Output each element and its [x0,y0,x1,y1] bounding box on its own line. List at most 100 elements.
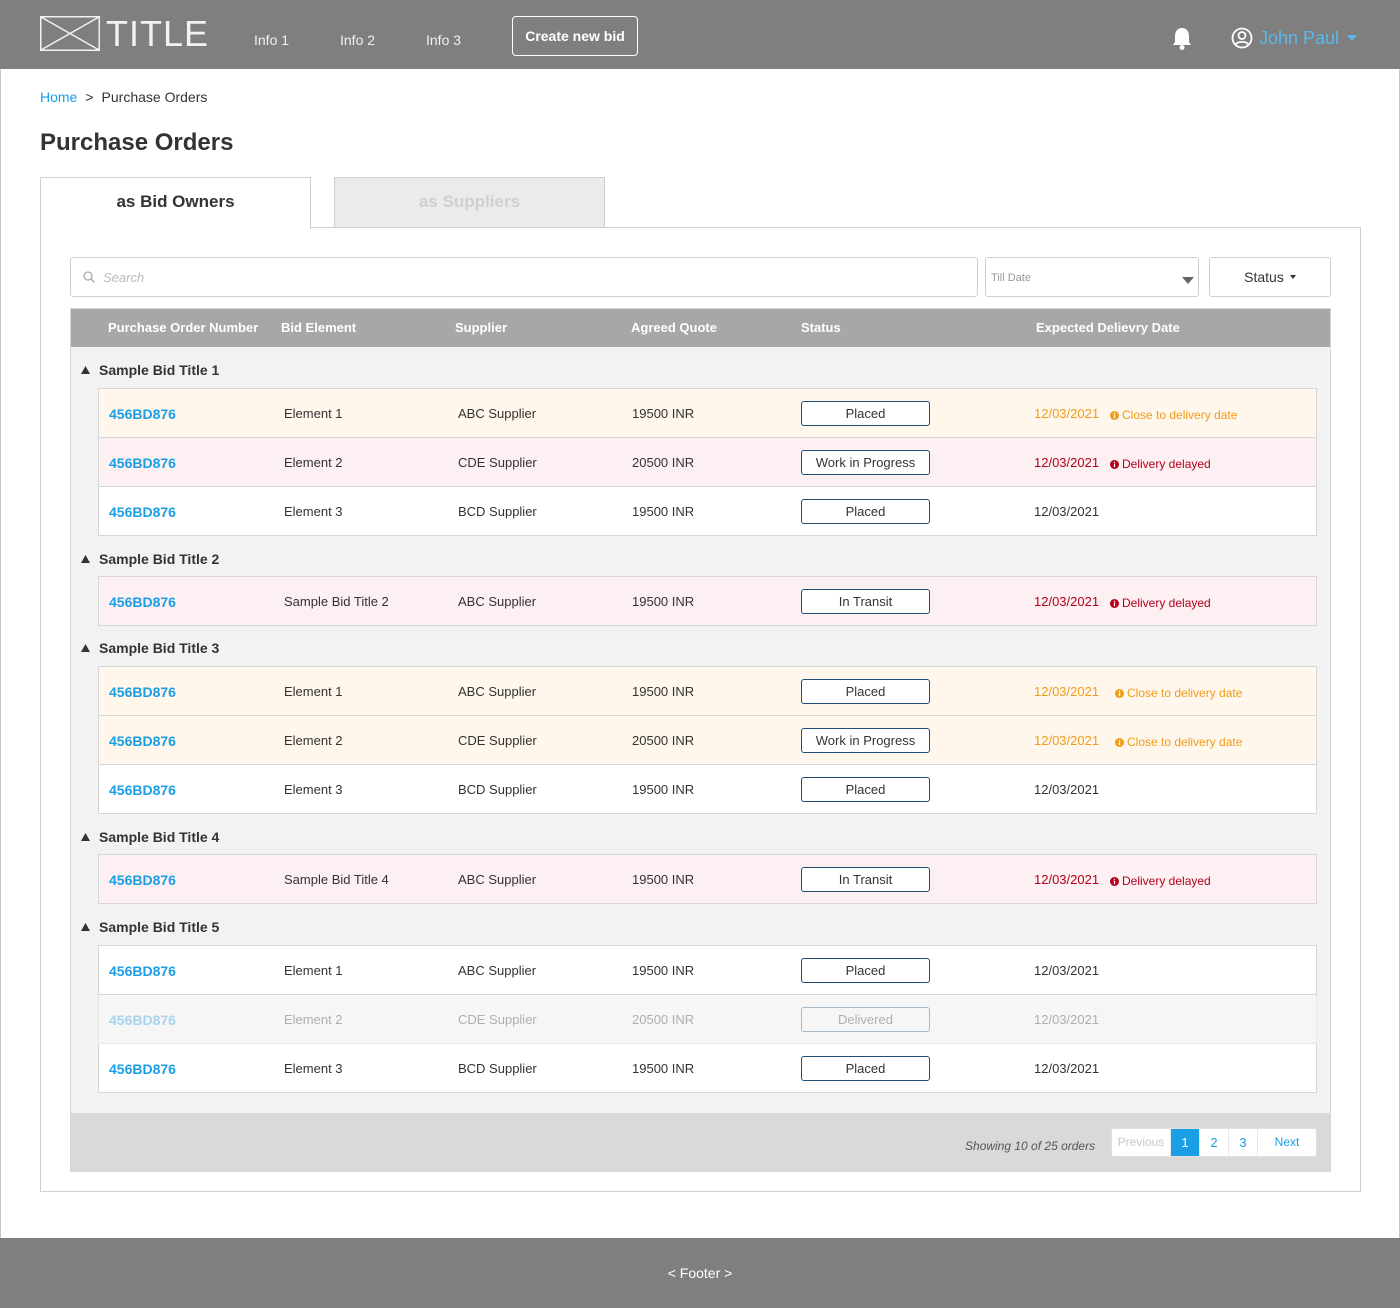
table-row[interactable]: 456BD876 Element 3 BCD Supplier 19500 INR Pl… [98,487,1317,536]
po-number-link[interactable]: 456BD876 [109,733,176,749]
tab-bid-owners[interactable]: as Bid Owners [40,177,311,229]
delivery-date-cell: 12/03/2021 [1034,406,1100,421]
bid-element-cell: Element 3 [284,782,343,797]
agreed-quote-cell: 20500 INR [632,1012,695,1027]
logo-title[interactable]: TITLE [106,13,210,54]
po-number-link[interactable]: 456BD876 [109,684,176,700]
table-row[interactable]: 456BD876 Element 1 ABC Supplier 19500 INR Pl… [98,666,1317,716]
column-header-po-number[interactable]: Purchase Order Number [108,320,259,335]
user-name[interactable]: John Paul [1259,27,1340,48]
nav-info-2[interactable]: Info 2 [340,32,376,48]
pagination-page-3[interactable]: 3 [1229,1129,1258,1156]
supplier-cell: CDE Supplier [458,455,537,470]
table-row[interactable]: 456BD876 Element 1 ABC Supplier 19500 INR Pl… [98,945,1317,995]
nav-info-1[interactable]: Info 1 [254,32,290,48]
bid-element-cell: Element 3 [284,504,343,519]
status-badge: Placed [801,499,930,524]
bid-element-cell: Element 2 [284,455,343,470]
tab-suppliers[interactable]: as Suppliers [334,177,605,228]
agreed-quote-cell: 19500 INR [632,782,695,797]
table-row[interactable]: 456BD876 Element 2 CDE Supplier 20500 INR De… [98,995,1317,1044]
page-title: Purchase Orders [40,129,234,156]
group-title-label: Sample Bid Title 2 [99,551,220,567]
search-input[interactable] [103,269,953,285]
nav-info-3[interactable]: Info 3 [426,32,462,48]
delivery-note: Close to delivery date [1115,734,1242,750]
table-row[interactable]: 456BD876 Element 3 BCD Supplier 19500 INR Pl… [98,765,1317,814]
create-new-bid-button[interactable]: Create new bid [512,16,638,56]
info-icon [1110,876,1119,886]
status-badge: Placed [801,777,930,802]
column-header-delivery-date[interactable]: Expected Delievry Date [1036,320,1180,335]
delivery-note-label: Delivery delayed [1122,457,1211,471]
agreed-quote-cell: 19500 INR [632,594,695,609]
table-row[interactable]: 456BD876 Sample Bid Title 2 ABC Supplier 19… [98,576,1317,626]
bid-element-cell: Element 2 [284,1012,343,1027]
till-date-label: Till Date [991,272,1031,284]
bell-icon[interactable] [1171,26,1193,50]
group-title[interactable]: Sample Bid Title 3 [81,640,219,656]
delivery-date-cell: 12/03/2021 [1034,963,1100,978]
till-date-select[interactable]: Till Date [985,257,1199,297]
po-number-link[interactable]: 456BD876 [109,963,176,979]
agreed-quote-cell: 19500 INR [632,872,695,887]
agreed-quote-cell: 19500 INR [632,684,695,699]
caret-down-icon [1182,277,1194,284]
delivery-date-cell: 12/03/2021 [1034,504,1100,519]
bid-element-cell: Element 3 [284,1061,343,1076]
po-number-link[interactable]: 456BD876 [109,1012,176,1028]
group-title[interactable]: Sample Bid Title 1 [81,362,219,378]
pagination-page-2[interactable]: 2 [1200,1129,1229,1156]
supplier-cell: BCD Supplier [458,1061,537,1076]
po-number-link[interactable]: 456BD876 [109,406,176,422]
group-title[interactable]: Sample Bid Title 4 [81,829,219,845]
status-badge: Work in Progress [801,450,930,475]
status-badge: Placed [801,401,930,426]
info-icon [1115,737,1124,747]
po-number-link[interactable]: 456BD876 [109,782,176,798]
group-title[interactable]: Sample Bid Title 2 [81,551,219,567]
collapse-triangle-icon[interactable] [81,923,90,931]
column-header-agreed-quote[interactable]: Agreed Quote [631,320,717,335]
po-number-link[interactable]: 456BD876 [109,504,176,520]
table-row[interactable]: 456BD876 Element 2 CDE Supplier 20500 INR Wo… [98,438,1317,487]
group-title-label: Sample Bid Title 4 [99,829,220,845]
pagination: Previous 1 2 3 Next [1111,1128,1317,1157]
user-menu[interactable]: John Paul [1231,26,1358,50]
delivery-note-label: Delivery delayed [1122,874,1211,888]
pagination-next[interactable]: Next [1274,1135,1300,1149]
column-header-status[interactable]: Status [801,320,841,335]
search-icon [83,271,95,283]
table-row[interactable]: 456BD876 Sample Bid Title 4 ABC Supplier 19… [98,854,1317,904]
pagination-page-1[interactable]: 1 [1171,1129,1200,1156]
user-circle-icon [1231,27,1253,49]
status-badge: Placed [801,1056,930,1081]
po-number-link[interactable]: 456BD876 [109,872,176,888]
breadcrumb-separator: > [85,89,94,105]
pagination-previous[interactable]: Previous [1112,1129,1171,1156]
breadcrumb: Home > Purchase Orders [40,89,207,105]
collapse-triangle-icon[interactable] [81,644,90,652]
table-row[interactable]: 456BD876 Element 1 ABC Supplier 19500 INR Pl… [98,388,1317,438]
group-title[interactable]: Sample Bid Title 5 [81,919,219,935]
po-number-link[interactable]: 456BD876 [109,594,176,610]
supplier-cell: BCD Supplier [458,782,537,797]
caret-down-icon[interactable] [1347,35,1358,41]
table-row[interactable]: 456BD876 Element 2 CDE Supplier 20500 INR Wo… [98,716,1317,765]
orders-table: Purchase Order Number Bid Element Suppli… [70,308,1331,1172]
po-number-link[interactable]: 456BD876 [109,455,176,471]
collapse-triangle-icon[interactable] [81,833,90,841]
table-row[interactable]: 456BD876 Element 3 BCD Supplier 19500 INR Pl… [98,1044,1317,1093]
delivery-date-cell: 12/03/2021 [1034,1061,1100,1076]
collapse-triangle-icon[interactable] [81,366,90,374]
image-placeholder-icon[interactable] [40,16,100,51]
search-box[interactable] [70,257,978,297]
po-number-link[interactable]: 456BD876 [109,1061,176,1077]
status-filter-button[interactable]: Status [1209,257,1331,297]
collapse-triangle-icon[interactable] [81,555,90,563]
breadcrumb-home-link[interactable]: Home [40,89,78,105]
column-header-supplier[interactable]: Supplier [455,320,508,335]
delivery-date-cell: 12/03/2021 [1034,594,1100,609]
group-title-label: Sample Bid Title 5 [99,919,220,935]
column-header-bid-element[interactable]: Bid Element [281,320,357,335]
